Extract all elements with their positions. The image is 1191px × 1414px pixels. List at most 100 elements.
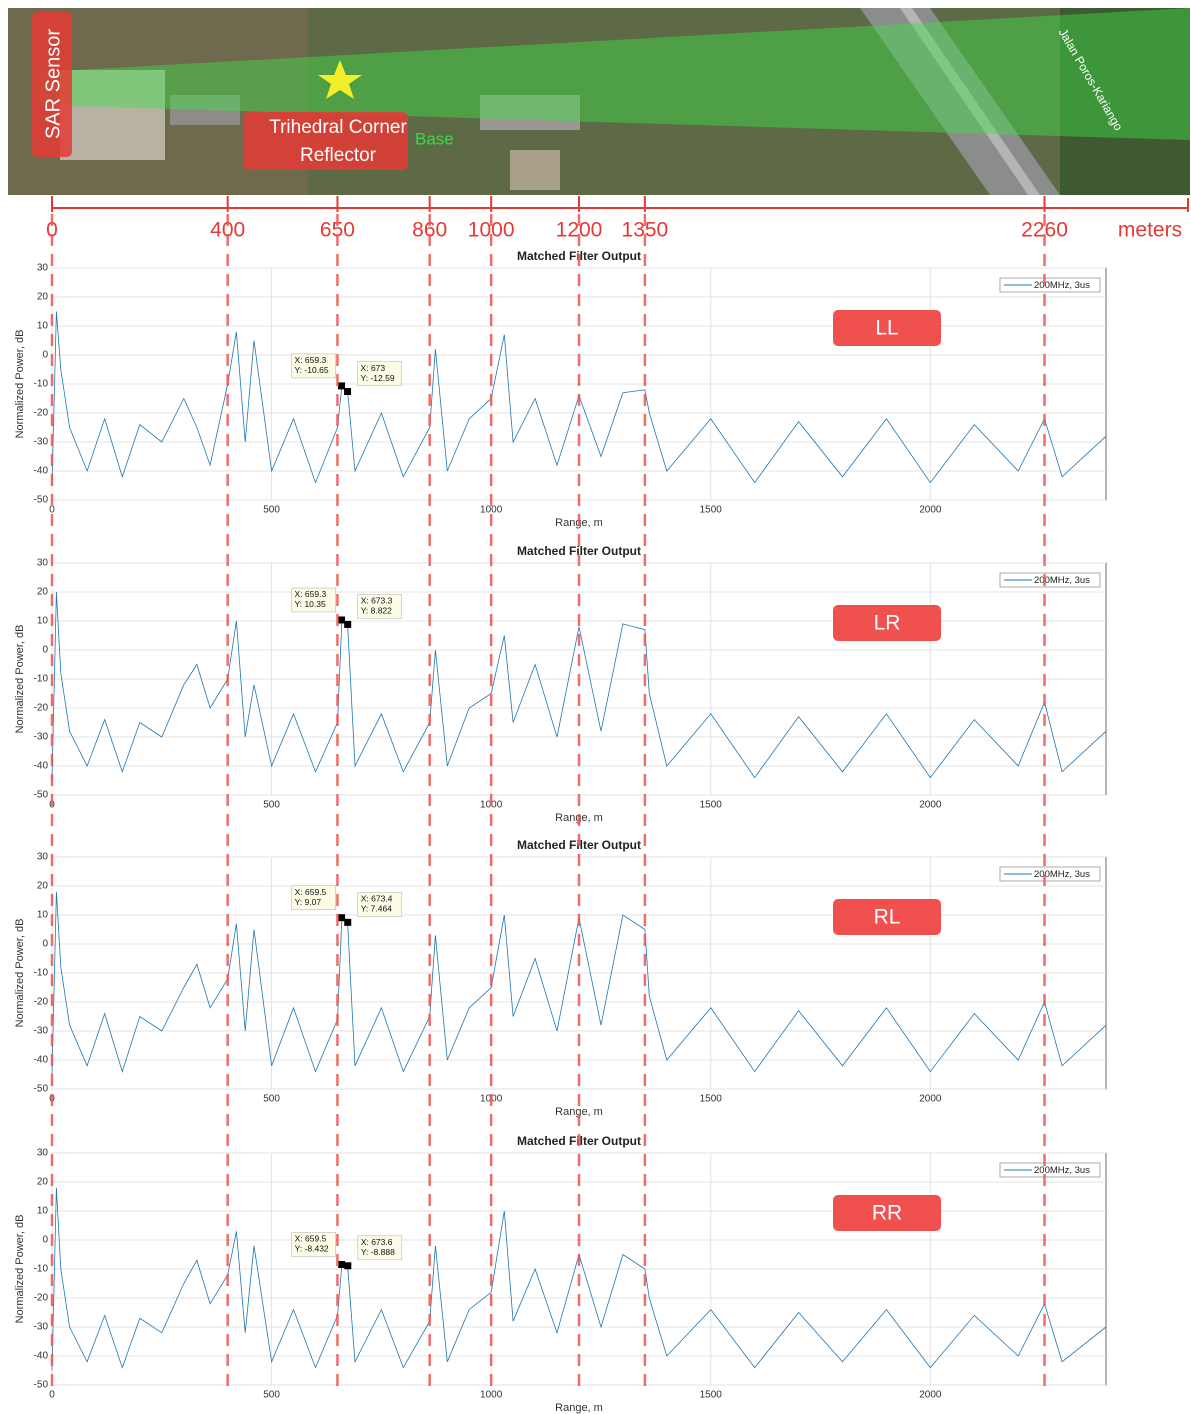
datatip-y: Y: 7.464 <box>361 904 392 914</box>
target-label: Trihedral Corner <box>269 117 407 138</box>
range-scale: meters 04006508601000120013502260 <box>46 196 1188 242</box>
y-tick-label: 10 <box>37 321 49 332</box>
y-tick-label: -10 <box>34 968 49 979</box>
y-tick-label: -10 <box>34 674 49 685</box>
y-tick-label: 10 <box>37 1206 49 1217</box>
y-tick-label: 30 <box>37 1148 49 1159</box>
y-tick-label: -30 <box>34 1026 49 1037</box>
x-tick-label: 1000 <box>480 1390 503 1401</box>
datatip-x: X: 673 <box>361 363 386 373</box>
y-tick-label: -10 <box>34 1264 49 1275</box>
x-tick-label: 0 <box>49 1390 55 1401</box>
datatip-marker <box>344 621 351 628</box>
legend-label: 200MHz, 3us <box>1034 869 1090 880</box>
badge-label: RL <box>874 906 901 929</box>
base-label: Base <box>415 129 454 148</box>
scale-unit: meters <box>1118 219 1182 242</box>
x-tick-label: 500 <box>263 1094 280 1105</box>
x-tick-label: 2000 <box>919 505 942 516</box>
y-tick-label: -30 <box>34 732 49 743</box>
x-tick-label: 1000 <box>480 505 503 516</box>
legend-label: 200MHz, 3us <box>1034 575 1090 586</box>
y-tick-label: -20 <box>34 997 49 1008</box>
x-tick-label: 500 <box>263 800 280 811</box>
building <box>510 150 560 190</box>
x-tick-label: 500 <box>263 1390 280 1401</box>
y-tick-label: 0 <box>42 939 48 950</box>
y-tick-label: 20 <box>37 1177 49 1188</box>
chart-panel: -50-40-30-20-1001020300500100015002000Ma… <box>14 544 1106 824</box>
y-tick-label: -20 <box>34 408 49 419</box>
y-tick-label: 20 <box>37 881 49 892</box>
y-tick-label: 30 <box>37 558 49 569</box>
y-tick-label: 0 <box>42 1235 48 1246</box>
datatip-y: Y: 10.35 <box>295 599 326 609</box>
datatip-y: Y: -10.65 <box>295 365 329 375</box>
y-tick-label: -50 <box>34 1380 49 1391</box>
datatip-marker <box>338 1261 345 1268</box>
x-tick-label: 1500 <box>700 1390 723 1401</box>
y-tick-label: -40 <box>34 761 49 772</box>
y-tick-label: -50 <box>34 495 49 506</box>
y-tick-label: -30 <box>34 437 49 448</box>
y-tick-label: 20 <box>37 587 49 598</box>
datatip-y: Y: 8.822 <box>361 606 392 616</box>
legend-label: 200MHz, 3us <box>1034 1165 1090 1176</box>
y-tick-label: 10 <box>37 616 49 627</box>
datatip-marker <box>344 1262 351 1269</box>
y-tick-label: 0 <box>42 645 48 656</box>
y-axis-label: Normalized Power, dB <box>14 330 26 439</box>
x-tick-label: 1500 <box>700 800 723 811</box>
y-tick-label: -10 <box>34 379 49 390</box>
x-tick-label: 2000 <box>919 800 942 811</box>
datatip-marker <box>338 914 345 921</box>
datatip-x: X: 673.6 <box>361 1237 393 1247</box>
datatip-y: Y: -8.432 <box>295 1244 329 1254</box>
y-tick-label: -40 <box>34 1351 49 1362</box>
satellite-map: SAR Sensor Trihedral Corner Reflector Ba… <box>8 8 1190 195</box>
datatip-marker <box>338 382 345 389</box>
y-axis-label: Normalized Power, dB <box>14 1215 26 1324</box>
datatip-x: X: 673.4 <box>361 894 393 904</box>
badge-label: LR <box>874 612 901 635</box>
x-tick-label: 500 <box>263 505 280 516</box>
y-tick-label: -50 <box>34 1084 49 1095</box>
y-tick-label: 30 <box>37 852 49 863</box>
y-axis-label: Normalized Power, dB <box>14 625 26 734</box>
datatip-marker <box>344 919 351 926</box>
y-tick-label: -40 <box>34 1055 49 1066</box>
target-label: Reflector <box>300 145 377 166</box>
y-tick-label: 30 <box>37 263 49 274</box>
y-tick-label: -20 <box>34 1293 49 1304</box>
badge-label: RR <box>872 1202 902 1225</box>
datatip-marker <box>338 616 345 623</box>
y-tick-label: -40 <box>34 466 49 477</box>
datatip-x: X: 659.3 <box>295 355 327 365</box>
y-axis-label: Normalized Power, dB <box>14 919 26 1028</box>
chart-panel: -50-40-30-20-1001020300500100015002000Ma… <box>14 838 1106 1118</box>
x-tick-label: 1500 <box>700 505 723 516</box>
datatip-x: X: 673.3 <box>361 596 393 606</box>
sensor-label: SAR Sensor <box>42 29 64 139</box>
x-axis-label: Range, m <box>555 1402 603 1414</box>
figure: SAR Sensor Trihedral Corner Reflector Ba… <box>0 0 1191 1414</box>
x-tick-label: 0 <box>49 505 55 516</box>
x-tick-label: 1500 <box>700 1094 723 1105</box>
legend-label: 200MHz, 3us <box>1034 280 1090 291</box>
y-tick-label: -20 <box>34 703 49 714</box>
datatip-x: X: 659.5 <box>295 1234 327 1244</box>
datatip-marker <box>344 388 351 395</box>
y-tick-label: 10 <box>37 910 49 921</box>
datatip-y: Y: -12.59 <box>361 373 395 383</box>
y-tick-label: -30 <box>34 1322 49 1333</box>
datatip-y: Y: -8.888 <box>361 1247 395 1257</box>
datatip-x: X: 659.5 <box>295 887 327 897</box>
x-tick-label: 2000 <box>919 1390 942 1401</box>
datatip-x: X: 659.3 <box>295 589 327 599</box>
datatip-y: Y: 9.07 <box>295 897 322 907</box>
y-tick-label: 20 <box>37 292 49 303</box>
x-tick-label: 2000 <box>919 1094 942 1105</box>
badge-label: LL <box>875 317 898 340</box>
